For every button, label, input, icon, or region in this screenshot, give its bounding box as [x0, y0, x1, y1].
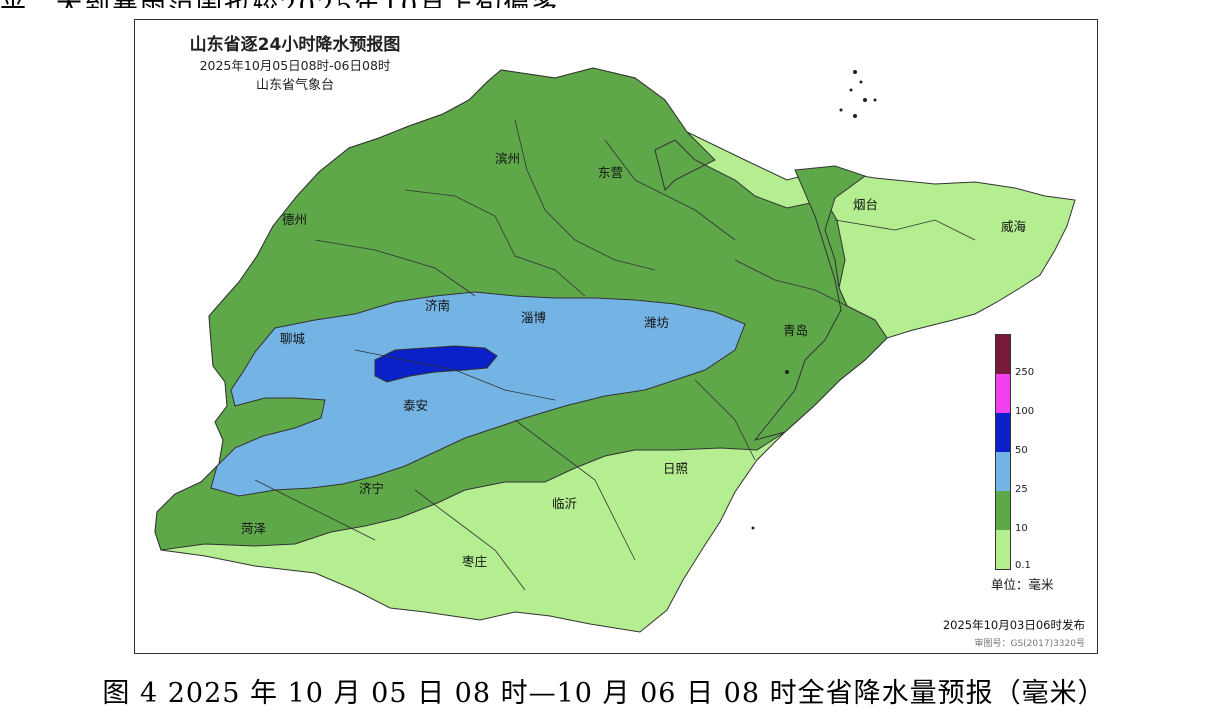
figure-caption: 图 4 2025 年 10 月 05 日 08 时—10 月 06 日 08 时…: [102, 678, 1106, 709]
city-label-dezhou: 德州: [282, 212, 308, 227]
city-label-heze: 菏泽: [241, 521, 267, 536]
zone-green-east: [753, 165, 888, 441]
county-boundaries: [254, 119, 976, 591]
map-period: 2025年10月05日08时-06日08时: [199, 58, 391, 73]
city-label-jining: 济宁: [359, 481, 385, 496]
map-title: 山东省逐24小时降水预报图: [189, 35, 401, 55]
city-label-binzhou: 滨州: [495, 151, 521, 166]
city-label-dongying: 东营: [598, 165, 624, 180]
city-label-linyi: 临沂: [552, 496, 578, 511]
legend-tick: 250: [1015, 367, 1035, 378]
legend-tick: 25: [1015, 484, 1028, 495]
top-text: 平，大到暴雨范围也较2025年10月上旬偏多。: [0, 0, 587, 8]
top-text-fragment: 平，大到暴雨范围也较2025年10月上旬偏多。: [0, 0, 1208, 8]
legend-swatch-50-100: [996, 413, 1010, 452]
legend-unit: 单位：毫米: [991, 577, 1054, 592]
legend-swatch-25-50: [996, 452, 1010, 491]
legend-swatch-100-250: [996, 374, 1010, 413]
legend-tick: 10: [1015, 523, 1028, 534]
coastal-islands: [751, 70, 877, 530]
legend: 250 100 50 25 10 0.1 单位：毫米: [991, 334, 1071, 594]
legend-swatch-250plus: [996, 335, 1010, 374]
city-label-zaozhuang: 枣庄: [462, 554, 488, 569]
zone-light-blue: [210, 291, 746, 497]
review-number: 审图号：GS(2017)3320号: [974, 639, 1085, 649]
city-label-yantai: 烟台: [853, 197, 879, 212]
precipitation-map: 山东省逐24小时降水预报图 2025年10月05日08时-06日08时 山东省气…: [134, 19, 1098, 654]
map-title-block: 山东省逐24小时降水预报图 2025年10月05日08时-06日08时 山东省气…: [175, 34, 415, 96]
city-label-qingdao: 青岛: [783, 323, 809, 338]
legend-swatch-10-25: [996, 491, 1010, 530]
city-label-zibo: 淄博: [521, 310, 547, 325]
city-label-liaocheng: 聊城: [280, 331, 306, 346]
city-label-jinan: 济南: [425, 298, 451, 313]
legend-tick: 50: [1015, 445, 1028, 456]
city-label-weifang: 潍坊: [644, 315, 670, 330]
legend-tick: 100: [1015, 406, 1035, 417]
issue-time: 2025年10月03日06时发布: [942, 618, 1085, 632]
city-label-rizhao: 日照: [663, 461, 689, 476]
map-issuer: 山东省气象台: [255, 78, 334, 93]
province-map-svg: [154, 67, 1076, 633]
legend-swatch-0.1-10: [996, 530, 1010, 569]
city-label-taian: 泰安: [403, 398, 429, 413]
zone-dark-blue: [374, 345, 498, 383]
legend-tick: 0.1: [1015, 560, 1031, 571]
legend-color-bar: [995, 334, 1011, 570]
city-label-weihai: 威海: [1001, 219, 1027, 234]
